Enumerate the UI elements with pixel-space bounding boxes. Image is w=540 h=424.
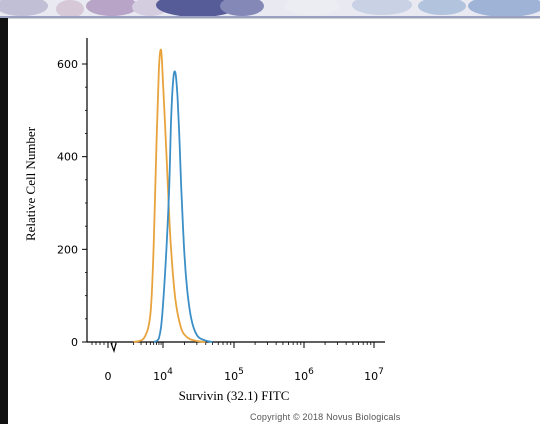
x-tick-label: 104 bbox=[153, 367, 173, 383]
x-tick-label-exponent: 4 bbox=[167, 367, 173, 377]
x-tick-label-exponent: 5 bbox=[238, 367, 244, 377]
x-tick-label-base: 0 bbox=[105, 370, 112, 383]
y-tick-label-400: 400 bbox=[57, 151, 78, 164]
cropped-image-graphic bbox=[0, 0, 540, 18]
panel-frame bbox=[8, 18, 540, 424]
y-tick-label-200: 200 bbox=[57, 243, 78, 256]
x-axis-ticks: 0 104 105 106 107 bbox=[91, 342, 384, 383]
x-axis-break-mark bbox=[110, 342, 117, 354]
y-axis-label: Relative Cell Number bbox=[23, 126, 38, 241]
copyright-watermark: Copyright © 2018 Novus Biologicals bbox=[250, 412, 401, 422]
x-tick-label-base: 10 bbox=[224, 370, 238, 383]
x-tick-label-base: 10 bbox=[294, 370, 308, 383]
series-line-blue bbox=[153, 70, 213, 343]
y-tick-label-600: 600 bbox=[57, 58, 78, 71]
x-tick-label-base: 10 bbox=[364, 370, 378, 383]
x-tick-label: 107 bbox=[364, 367, 384, 383]
x-axis-label: Survivin (32.1) FITC bbox=[179, 388, 290, 403]
x-tick-label: 105 bbox=[224, 367, 244, 383]
y-axis-ticks: 0 200 400 600 bbox=[57, 58, 87, 349]
x-tick-label: 0 bbox=[105, 370, 112, 383]
y-tick-label-0: 0 bbox=[71, 336, 78, 349]
axes bbox=[86, 38, 385, 343]
x-tick-label-exponent: 6 bbox=[308, 367, 314, 377]
x-tick-label-base: 10 bbox=[153, 370, 167, 383]
series-group bbox=[133, 48, 213, 343]
x-tick-label-exponent: 7 bbox=[378, 367, 384, 377]
series-line-orange bbox=[133, 48, 206, 343]
cropped-image-strip bbox=[0, 0, 540, 18]
panel-left-border bbox=[0, 18, 8, 424]
x-tick-label: 106 bbox=[294, 367, 314, 383]
